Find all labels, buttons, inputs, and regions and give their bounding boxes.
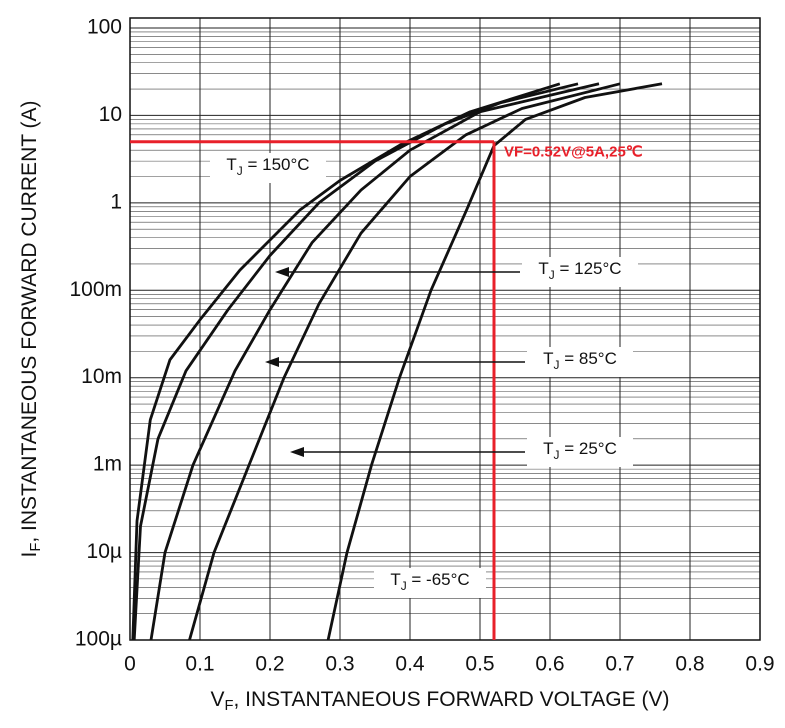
x-tick-label: 0.6 (535, 653, 564, 676)
annotation-text: VF=0.52V@5A,25℃ (504, 144, 643, 161)
y-tick-label: 100 (87, 16, 122, 39)
x-tick-label: 0.1 (185, 653, 214, 676)
x-tick-label: 0.9 (745, 653, 774, 676)
plot-frame (129, 17, 761, 641)
legend-label: TJ = -65°C (390, 570, 469, 593)
x-tick-label: 0.8 (675, 653, 704, 676)
x-tick-label: 0 (124, 653, 136, 676)
x-tick-label: 0.5 (465, 653, 494, 676)
curve (188, 82, 621, 641)
y-tick-label: 100µ (75, 628, 122, 651)
curve (326, 82, 663, 641)
callout-box (527, 437, 633, 467)
curve (132, 82, 579, 641)
legend-label: TJ = 85°C (543, 349, 617, 372)
y-tick-label: 100m (69, 278, 122, 301)
x-tick-label: 0.2 (255, 653, 284, 676)
y-tick-label: 1m (93, 453, 122, 476)
legend-label: TJ = 25°C (543, 439, 617, 462)
x-axis-title: VF, INSTANTANEOUS FORWARD VOLTAGE (V) (211, 688, 670, 714)
y-tick-label: 10 (99, 103, 122, 126)
y-tick-label: 10µ (87, 540, 122, 563)
legend-label: TJ = 150°C (226, 155, 309, 178)
x-tick-label: 0.3 (325, 653, 354, 676)
arrow-head (275, 267, 289, 277)
callout-box (210, 153, 326, 183)
callout-box (374, 568, 486, 598)
callout-box (522, 257, 638, 287)
x-tick-label: 0.4 (395, 653, 425, 676)
callout-box (527, 347, 633, 377)
y-tick-label: 10m (81, 365, 122, 388)
y-axis-title: IF, INSTANTANEOUS FORWARD CURRENT (A) (18, 100, 44, 557)
arrow-head (290, 447, 304, 457)
x-tick-label: 0.7 (605, 653, 634, 676)
y-tick-label: 1 (110, 190, 122, 213)
legend-label: TJ = 125°C (538, 259, 621, 282)
arrow-head (265, 357, 279, 367)
curve (149, 82, 600, 641)
